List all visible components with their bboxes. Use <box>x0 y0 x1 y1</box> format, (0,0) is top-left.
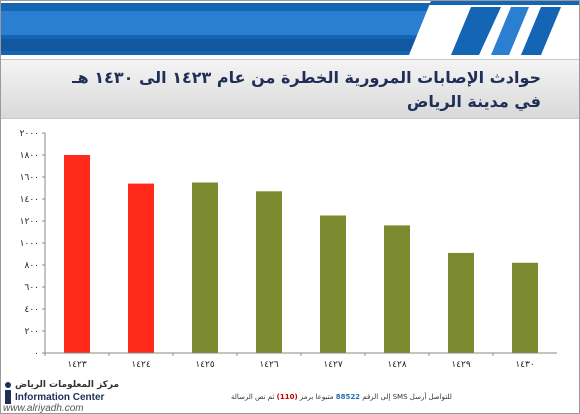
chart-title-line2: في مدينة الرياض <box>406 92 541 111</box>
header-stripes <box>1 1 579 55</box>
y-tick-label: ١٤٠٠ <box>20 195 39 205</box>
y-axis: ٠ ٢٠٠ ٤٠٠ ٦٠٠ ٨٠٠ ١٠٠٠ ١٢٠٠ ١٤٠٠ ١٦٠٠ ١٨٠٠ ٢٠٠٠ <box>20 129 46 359</box>
x-tick-label: ١٤٢٣ <box>67 360 87 370</box>
sms-pre-text: للتواصل أرسل SMS إلى الرقم <box>362 393 452 401</box>
x-axis: ١٤٢٣ ١٤٢٤ ١٤٢٥ ١٤٢٦ ١٤٢٧ ١٤٢٨ ١٤٢٩ ١٤٣٠ <box>44 352 557 370</box>
info-center-logo-icon <box>5 382 11 404</box>
y-tick-label: ٦٠٠ <box>24 283 39 293</box>
footer: مركز المعلومات الرياض Information Center… <box>1 377 579 414</box>
x-tick-label: ١٤٢٦ <box>259 360 279 370</box>
chart-area: ٠ ٢٠٠ ٤٠٠ ٦٠٠ ٨٠٠ ١٠٠٠ ١٢٠٠ ١٤٠٠ ١٦٠٠ ١٨٠٠ ٢٠٠٠ ١٤… <box>1 121 579 377</box>
header-slash-2 <box>491 7 529 55</box>
y-tick-label: ١٨٠٠ <box>20 151 39 161</box>
y-tick-label: ٢٠٠ <box>24 327 39 337</box>
logo-english-text: Information Center <box>15 392 105 403</box>
y-tick-label: ٠ <box>34 349 39 359</box>
header-inner-band <box>1 11 493 35</box>
sms-contact-line: للتواصل أرسل SMS إلى الرقم 88522 متبوعا … <box>231 393 452 401</box>
watermark: www.alriyadh.com <box>3 403 84 414</box>
x-tick-label: ١٤٢٧ <box>323 360 343 370</box>
sms-number: 88522 <box>335 393 361 401</box>
y-tick-label: ٤٠٠ <box>24 305 39 315</box>
bar-4 <box>256 191 282 353</box>
y-tick-label: ١٠٠٠ <box>20 239 39 249</box>
bars <box>64 155 538 353</box>
x-tick-label: ١٤٢٥ <box>195 360 215 370</box>
header-slash-1 <box>521 7 561 55</box>
sms-post-text: ثم نص الرسالة <box>231 393 275 401</box>
bar-chart: ٠ ٢٠٠ ٤٠٠ ٦٠٠ ٨٠٠ ١٠٠٠ ١٢٠٠ ١٤٠٠ ١٦٠٠ ١٨٠٠ ٢٠٠٠ ١٤… <box>20 129 557 370</box>
chart-title-line1: حوادث الإصابات المرورية الخطرة من عام ١٤… <box>72 68 541 87</box>
x-tick-label: ١٤٢٨ <box>387 360 407 370</box>
y-tick-label: ٨٠٠ <box>24 261 39 271</box>
header-band <box>1 1 579 57</box>
header-slash-3 <box>451 7 501 55</box>
bar-3 <box>192 182 218 353</box>
bar-8 <box>512 262 538 353</box>
bar-1 <box>64 155 90 353</box>
y-tick-label: ١٢٠٠ <box>20 217 39 227</box>
x-tick-label: ١٤٢٤ <box>131 360 151 370</box>
header-lower-band <box>1 39 477 51</box>
bar-6 <box>384 225 410 353</box>
bar-2 <box>128 183 154 353</box>
sms-mid-text: متبوعا برمز <box>299 393 334 401</box>
bar-7 <box>448 252 474 353</box>
title-box: حوادث الإصابات المرورية الخطرة من عام ١٤… <box>1 59 579 119</box>
logo-arabic-text: مركز المعلومات الرياض <box>15 380 120 390</box>
y-tick-label: ١٦٠٠ <box>20 173 39 183</box>
y-tick-label: ٢٠٠٠ <box>20 129 39 139</box>
x-tick-label: ١٤٢٩ <box>451 360 471 370</box>
sms-code: (110) <box>276 393 298 401</box>
x-tick-label: ١٤٣٠ <box>515 360 534 370</box>
bar-5 <box>320 215 346 353</box>
